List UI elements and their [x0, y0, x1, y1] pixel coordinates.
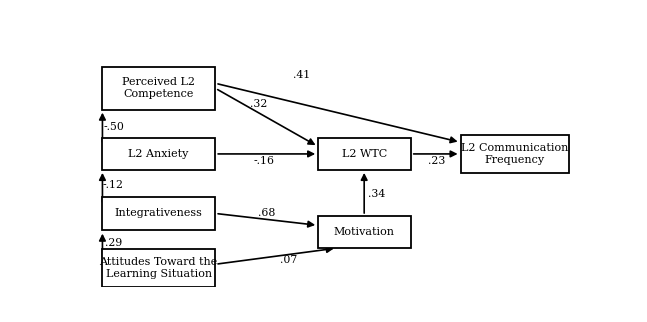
Text: -.50: -.50	[103, 122, 124, 132]
Text: .23: .23	[428, 156, 446, 166]
FancyBboxPatch shape	[318, 138, 411, 170]
Text: .34: .34	[368, 189, 386, 199]
Text: L2 WTC: L2 WTC	[342, 149, 387, 159]
Text: .29: .29	[105, 238, 122, 248]
FancyBboxPatch shape	[102, 138, 215, 170]
Text: Perceived L2
Competence: Perceived L2 Competence	[122, 77, 195, 99]
FancyBboxPatch shape	[461, 135, 569, 173]
Text: -.16: -.16	[254, 156, 274, 166]
Text: L2 Communication
Frequency: L2 Communication Frequency	[461, 143, 568, 165]
Text: .32: .32	[250, 99, 268, 109]
Text: Attitudes Toward the
Learning Situation: Attitudes Toward the Learning Situation	[100, 257, 218, 279]
Text: Integrativeness: Integrativeness	[115, 208, 203, 218]
FancyBboxPatch shape	[102, 197, 215, 230]
Text: .68: .68	[258, 208, 275, 218]
FancyBboxPatch shape	[318, 216, 411, 248]
Text: .41: .41	[293, 70, 310, 80]
FancyBboxPatch shape	[102, 249, 215, 287]
Text: -.12: -.12	[103, 180, 124, 190]
Text: Motivation: Motivation	[334, 227, 395, 237]
FancyBboxPatch shape	[102, 67, 215, 110]
Text: .07: .07	[280, 255, 298, 265]
Text: L2 Anxiety: L2 Anxiety	[128, 149, 189, 159]
